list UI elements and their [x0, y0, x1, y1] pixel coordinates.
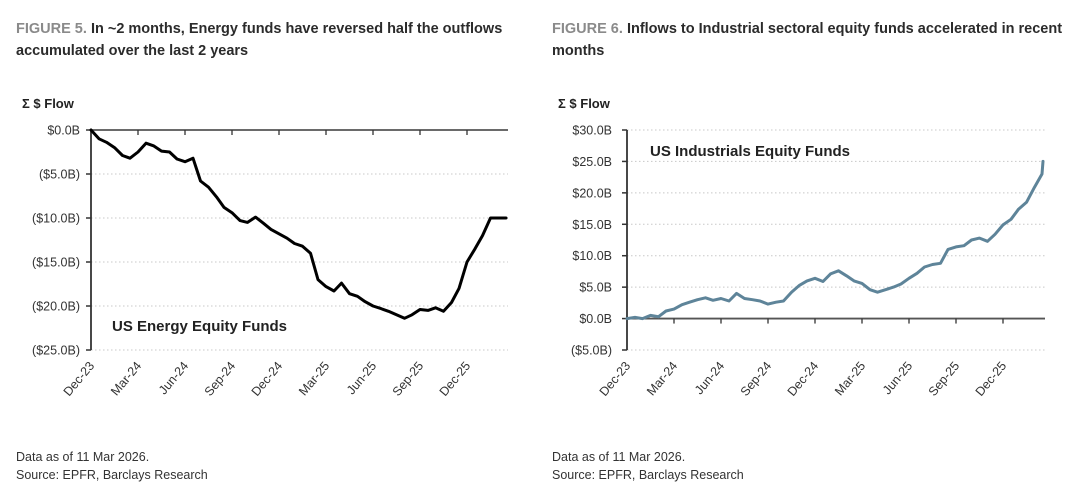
y-tick-label: $5.0B	[579, 281, 612, 295]
x-tick-label: Sep-24	[202, 359, 239, 399]
y-tick-label: $30.0B	[572, 124, 612, 138]
x-tick-label: Jun-25	[880, 359, 915, 397]
y-tick-label: ($25.0B)	[32, 344, 80, 358]
x-tick-label: Jun-24	[156, 359, 191, 397]
x-tick-label: Dec-25	[973, 359, 1010, 399]
y-tick-label: $0.0B	[579, 312, 612, 326]
x-tick-label: Jun-24	[692, 359, 727, 397]
figure-5-title-text: In ~2 months, Energy funds have reversed…	[16, 21, 503, 59]
y-tick-label: ($10.0B)	[32, 212, 80, 226]
figure-5: FIGURE 5. In ~2 months, Energy funds hav…	[16, 18, 536, 484]
y-tick-label: $20.0B	[572, 186, 612, 200]
series-annotation: US Energy Equity Funds	[112, 318, 287, 335]
figure-5-title: FIGURE 5. In ~2 months, Energy funds hav…	[16, 18, 536, 62]
figure-6-y-axis-label: Σ $ Flow	[558, 96, 610, 111]
figure-5-number: FIGURE 5.	[16, 21, 87, 37]
y-tick-label: $10.0B	[572, 249, 612, 263]
figure-6-data-date: Data as of 11 Mar 2026.	[552, 450, 686, 464]
figure-6: FIGURE 6. Inflows to Industrial sectoral…	[540, 0, 1080, 489]
figure-6-number: FIGURE 6.	[552, 21, 623, 37]
figure-5-chart: $0.0B ($5.0B) ($10.0B) ($15.0B) ($20.0B) ($25…	[32, 124, 508, 399]
series-line	[625, 159, 1045, 321]
x-tick-label: Sep-24	[738, 359, 775, 399]
figure-5-y-axis-label: Σ $ Flow	[22, 96, 74, 111]
y-tick-label: $15.0B	[572, 218, 612, 232]
series-annotation: US Industrials Equity Funds	[650, 143, 850, 160]
x-tick-label: Sep-25	[926, 359, 963, 399]
figure-6-chart: $30.0B $25.0B $20.0B $15.0B $10.0B $5.0B $0.0B…	[571, 124, 1045, 399]
figure-5-source: Source: EPFR, Barclays Research	[16, 468, 208, 482]
x-tick-label: Mar-25	[296, 359, 332, 398]
figure-6-title: FIGURE 6. Inflows to Industrial sectoral…	[552, 18, 1072, 62]
x-tick-label: Mar-25	[832, 359, 868, 398]
x-tick-label: Mar-24	[644, 359, 680, 398]
y-tick-label: $25.0B	[572, 155, 612, 169]
y-tick-label: ($20.0B)	[32, 300, 80, 314]
y-tick-label: ($5.0B)	[571, 344, 612, 358]
x-tick-label: Dec-25	[437, 359, 474, 399]
y-tick-label: $0.0B	[47, 124, 80, 138]
x-tick-label: Dec-24	[249, 359, 286, 399]
figure-5-footnote: Data as of 11 Mar 2026. Source: EPFR, Ba…	[16, 448, 208, 484]
figure-6-footnote: Data as of 11 Mar 2026. Source: EPFR, Ba…	[552, 448, 744, 484]
x-tick-label: Mar-24	[108, 359, 144, 398]
y-tick-label: ($15.0B)	[32, 256, 80, 270]
x-tick-label: Dec-23	[597, 359, 634, 399]
x-tick-label: Jun-25	[344, 359, 379, 397]
series-line	[89, 128, 508, 320]
figure-6-title-text: Inflows to Industrial sectoral equity fu…	[552, 21, 1063, 59]
x-tick-label: Sep-25	[390, 359, 427, 399]
figure-6-source: Source: EPFR, Barclays Research	[552, 468, 744, 482]
y-tick-label: ($5.0B)	[39, 168, 80, 182]
x-tick-label: Dec-24	[785, 359, 822, 399]
figure-5-data-date: Data as of 11 Mar 2026.	[16, 450, 150, 464]
x-tick-label: Dec-23	[61, 359, 98, 399]
